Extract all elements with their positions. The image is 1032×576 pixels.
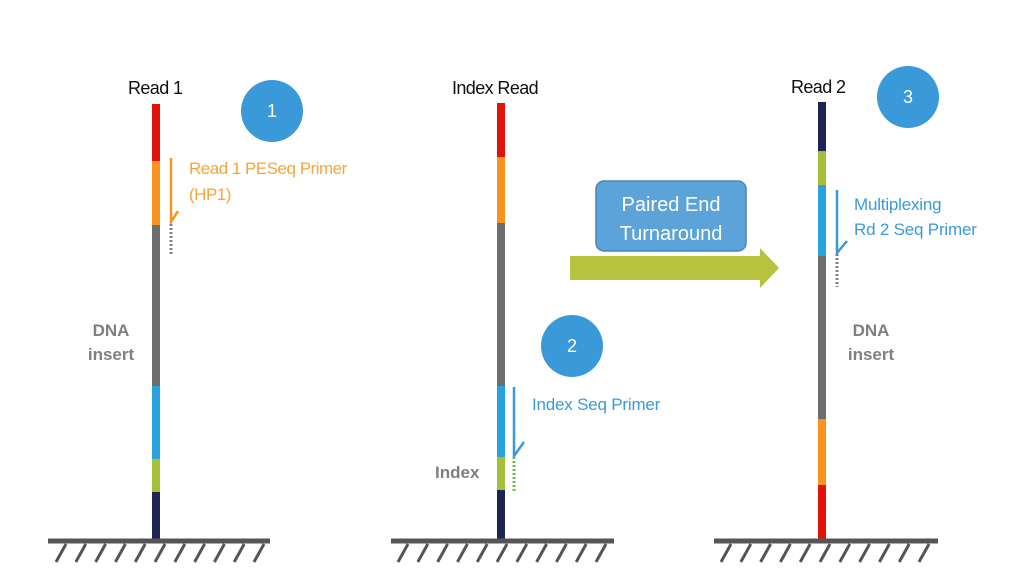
ground-hatch-mark [495, 543, 509, 563]
ground-hatch-mark [133, 543, 147, 563]
strand-segment-navy [497, 490, 505, 540]
ground-hatch-mark [535, 543, 548, 563]
paired-end-turnaround: Paired End Turnaround [570, 180, 779, 288]
ground-hatch-mark [555, 543, 568, 563]
ground-hatch-mark [153, 543, 167, 563]
strand-segment-red [152, 104, 160, 161]
strand-segment-red [497, 103, 505, 157]
step-1-number: 1 [267, 101, 277, 121]
ground-hatch-mark [897, 543, 911, 563]
ground-hatch-mark [858, 543, 871, 563]
ground-hatch-mark [838, 543, 852, 563]
ground-hatch-mark [798, 543, 812, 563]
ground-hatch-mark [574, 543, 588, 563]
step-2-number: 2 [567, 336, 577, 356]
strand-segment-navy [818, 102, 826, 151]
ground-hatch-mark [213, 543, 226, 563]
ground-surface-3 [714, 538, 938, 563]
strand-segment-green [497, 457, 505, 490]
ground-hatch-mark [456, 543, 469, 563]
strand-segment-blue [818, 185, 826, 256]
read-2-strand [818, 102, 826, 540]
index-read-strand [497, 103, 505, 540]
turnaround-label-line1: Paired End [622, 194, 721, 216]
read-2-primer-label-2: Rd 2 Seq Primer [854, 220, 977, 239]
primer-arrow-blue [835, 190, 848, 257]
ground-hatch-mark [54, 543, 68, 563]
index-label: Index [435, 463, 480, 482]
ground-hatch-mark [94, 543, 107, 563]
turnaround-arrow [570, 248, 779, 288]
step-3-circle [877, 66, 939, 128]
step-3-number: 3 [903, 87, 913, 107]
ground-hatching [719, 543, 931, 563]
panel-index-read: Index Read Index Seq Primer Index 2 [391, 78, 661, 563]
ground-hatching [54, 543, 266, 563]
strand-segment-orange [818, 419, 826, 485]
strand-segment-blue [497, 386, 505, 457]
ground-hatch-mark [173, 543, 187, 563]
step-1-circle [241, 80, 303, 142]
ground-hatch-mark [74, 543, 88, 563]
ground-hatch-mark [416, 543, 430, 563]
primer-arrow-orange [169, 158, 180, 227]
index-primer-label: Index Seq Primer [532, 395, 661, 414]
ground-hatch-mark [759, 543, 772, 563]
ground-hatch-mark [594, 543, 608, 563]
index-read-title: Index Read [452, 78, 538, 98]
strand-segment-green [152, 459, 160, 492]
strand-segment-orange [152, 161, 160, 225]
ground-hatch-mark [878, 543, 891, 563]
ground-hatch-mark [436, 543, 449, 563]
ground-surface-1 [48, 538, 270, 563]
strand-segment-green [818, 151, 826, 185]
ground-hatch-mark [515, 543, 529, 563]
step-2-circle [541, 315, 603, 377]
primer-arrow-blue [512, 387, 526, 460]
ground-hatch-mark [396, 543, 410, 563]
strand-segment-navy [152, 492, 160, 540]
read-2-insert-label: DNA [853, 321, 890, 340]
turnaround-box [595, 180, 747, 252]
ground-hatch-mark [114, 543, 127, 563]
ground-surface-2 [391, 538, 614, 563]
strand-segment-orange [497, 157, 505, 223]
ground-hatch-mark [193, 543, 206, 563]
read-1-primer [169, 158, 180, 256]
panel-read-1: Read 1 Read 1 PESeq Primer (HP1) DNA ins… [48, 78, 348, 563]
ground-hatching [396, 543, 608, 563]
read-1-primer-label: Read 1 PESeq Primer [189, 159, 348, 178]
read-2-primer-label: Multiplexing [854, 195, 941, 214]
panel-read-2: Read 2 Multiplexing Rd 2 Seq Primer DNA … [714, 66, 977, 563]
strand-segment-red [818, 485, 826, 540]
strand-segment-grey [497, 223, 505, 386]
read-1-primer-label-hp1: (HP1) [189, 185, 231, 204]
ground-hatch-mark [818, 543, 832, 563]
ground-hatch-mark [739, 543, 753, 563]
read-1-insert-label-2: insert [88, 345, 135, 364]
read-2-primer [835, 190, 848, 287]
read-2-insert-label-2: insert [848, 345, 895, 364]
read-1-title: Read 1 [128, 78, 183, 98]
ground-hatch-mark [719, 543, 733, 563]
strand-segment-grey [152, 225, 160, 386]
read-1-strand [152, 104, 160, 540]
turnaround-label-line2: Turnaround [620, 223, 723, 245]
index-read-primer [512, 387, 526, 492]
ground-hatch-mark [917, 543, 931, 563]
ground-hatch-mark [232, 543, 246, 563]
ground-hatch-mark [779, 543, 792, 563]
read-1-insert-label: DNA [93, 321, 130, 340]
read-2-title: Read 2 [791, 77, 846, 97]
strand-segment-grey [818, 256, 826, 419]
strand-segment-blue [152, 386, 160, 459]
ground-hatch-mark [475, 543, 489, 563]
ground-hatch-mark [252, 543, 266, 563]
